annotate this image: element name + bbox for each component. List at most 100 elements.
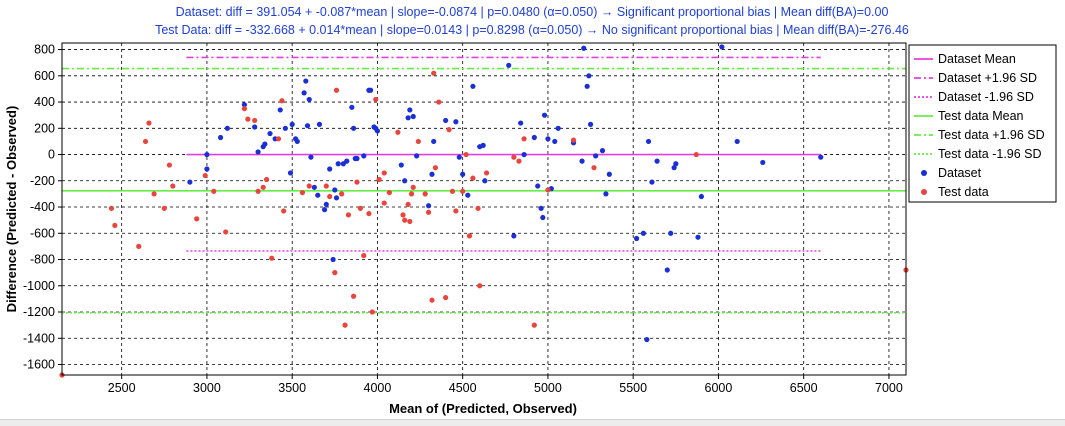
test-data-point <box>415 138 421 145</box>
test-data-point <box>369 309 375 315</box>
legend-label: Test data +1.96 SD <box>938 128 1045 142</box>
dataset-point <box>431 138 437 145</box>
dataset-point <box>640 230 647 236</box>
window-bottom-edge <box>0 419 1065 426</box>
x-tick-label: 7000 <box>875 381 903 395</box>
dataset-point <box>470 83 476 89</box>
test-data-point <box>460 188 466 194</box>
dataset-point <box>425 203 432 209</box>
y-tick-label: -400 <box>30 200 55 214</box>
test-data-point <box>264 176 270 183</box>
test-data-point <box>521 136 527 142</box>
test-data-point <box>136 243 142 249</box>
test-data-point <box>477 283 483 289</box>
dataset-point <box>673 161 679 167</box>
chart-title-line-1: Dataset: diff = 391.054 + -0.087*mean | … <box>176 5 889 19</box>
test-data-point <box>333 87 340 93</box>
test-data-point <box>693 151 699 158</box>
dataset-point <box>599 148 606 154</box>
dataset-point <box>606 171 612 177</box>
test-data-point <box>241 106 248 112</box>
test-data-point <box>463 151 469 158</box>
grid-lines <box>62 43 906 375</box>
y-tick-label: -1400 <box>23 331 55 345</box>
y-tick-label: 600 <box>34 69 55 83</box>
dataset-point <box>453 119 459 125</box>
dataset-point <box>294 138 300 145</box>
dataset-point <box>644 336 650 343</box>
test-data-point <box>339 191 345 197</box>
test-data-point <box>470 175 476 181</box>
dataset-point <box>518 120 524 126</box>
dataset-point <box>460 171 466 177</box>
dataset-point <box>456 154 462 160</box>
dataset-point <box>374 128 381 134</box>
dataset-point <box>361 153 367 159</box>
dataset-point <box>308 154 314 160</box>
y-tick-label: 200 <box>34 121 55 135</box>
test-data-point <box>408 191 415 197</box>
test-data-point <box>332 270 338 276</box>
test-data-point <box>449 188 456 194</box>
test-data-point <box>255 188 261 194</box>
dataset-point <box>289 121 295 127</box>
dataset-point <box>187 179 193 185</box>
dataset-point <box>668 230 674 236</box>
test-data-point <box>327 193 333 200</box>
dataset-point <box>540 214 546 221</box>
test-data-point <box>373 96 379 103</box>
test-data-point <box>407 218 413 225</box>
test-data-point <box>483 170 490 176</box>
test-data-point <box>245 116 251 122</box>
dataset-point <box>354 155 360 162</box>
test-data-point <box>279 98 285 104</box>
test-data-point <box>376 176 382 183</box>
chart-title-line-2: Test Data: diff = -332.668 + 0.014*mean … <box>155 23 909 37</box>
test-data-point <box>342 322 348 328</box>
x-tick-label: 5500 <box>619 381 647 395</box>
legend-box <box>908 44 1057 203</box>
dataset-point <box>698 193 704 200</box>
dataset-point <box>327 166 333 172</box>
dataset-point <box>634 235 640 242</box>
dataset-point <box>671 165 677 171</box>
plot-frame <box>61 42 907 376</box>
x-tick-label: 3000 <box>193 381 221 395</box>
test-data-point <box>431 70 437 76</box>
dataset-point <box>330 256 336 263</box>
x-tick-label: 4000 <box>364 381 392 395</box>
dataset-point <box>224 125 230 131</box>
test-data-point <box>223 229 229 235</box>
test-data-point <box>516 158 522 164</box>
dataset-point <box>465 192 471 198</box>
dataset-point <box>368 87 374 93</box>
dataset-point <box>654 158 660 164</box>
dataset-point <box>217 134 224 141</box>
dataset-point <box>323 201 329 208</box>
legend-swatch <box>921 189 927 195</box>
test-data-point <box>381 200 387 206</box>
test-data-point <box>194 216 200 222</box>
legend-swatch <box>921 170 927 176</box>
dataset-point <box>332 187 338 193</box>
test-data-point <box>306 183 312 189</box>
dataset-point <box>204 151 210 158</box>
y-tick-label: -800 <box>30 253 55 267</box>
dataset-point <box>695 234 701 240</box>
test-data-point <box>211 188 217 194</box>
dataset-point <box>587 121 594 127</box>
y-axis-ticks: 800 600 400 200 0 -200 -400 -600 -800 -1000 -1200 -… <box>23 43 62 372</box>
dataset-point <box>521 151 527 158</box>
test-data-point <box>112 222 118 229</box>
dataset-point <box>664 267 670 273</box>
test-data-point <box>453 208 459 214</box>
test-data-point <box>446 127 452 133</box>
dataset-point <box>344 158 350 164</box>
y-tick-label: 0 <box>48 148 55 162</box>
test-data-point <box>402 217 408 223</box>
test-data-point <box>142 138 149 145</box>
y-tick-label: 400 <box>34 95 55 109</box>
y-tick-label: -1200 <box>23 305 55 319</box>
dataset-point <box>760 159 766 166</box>
